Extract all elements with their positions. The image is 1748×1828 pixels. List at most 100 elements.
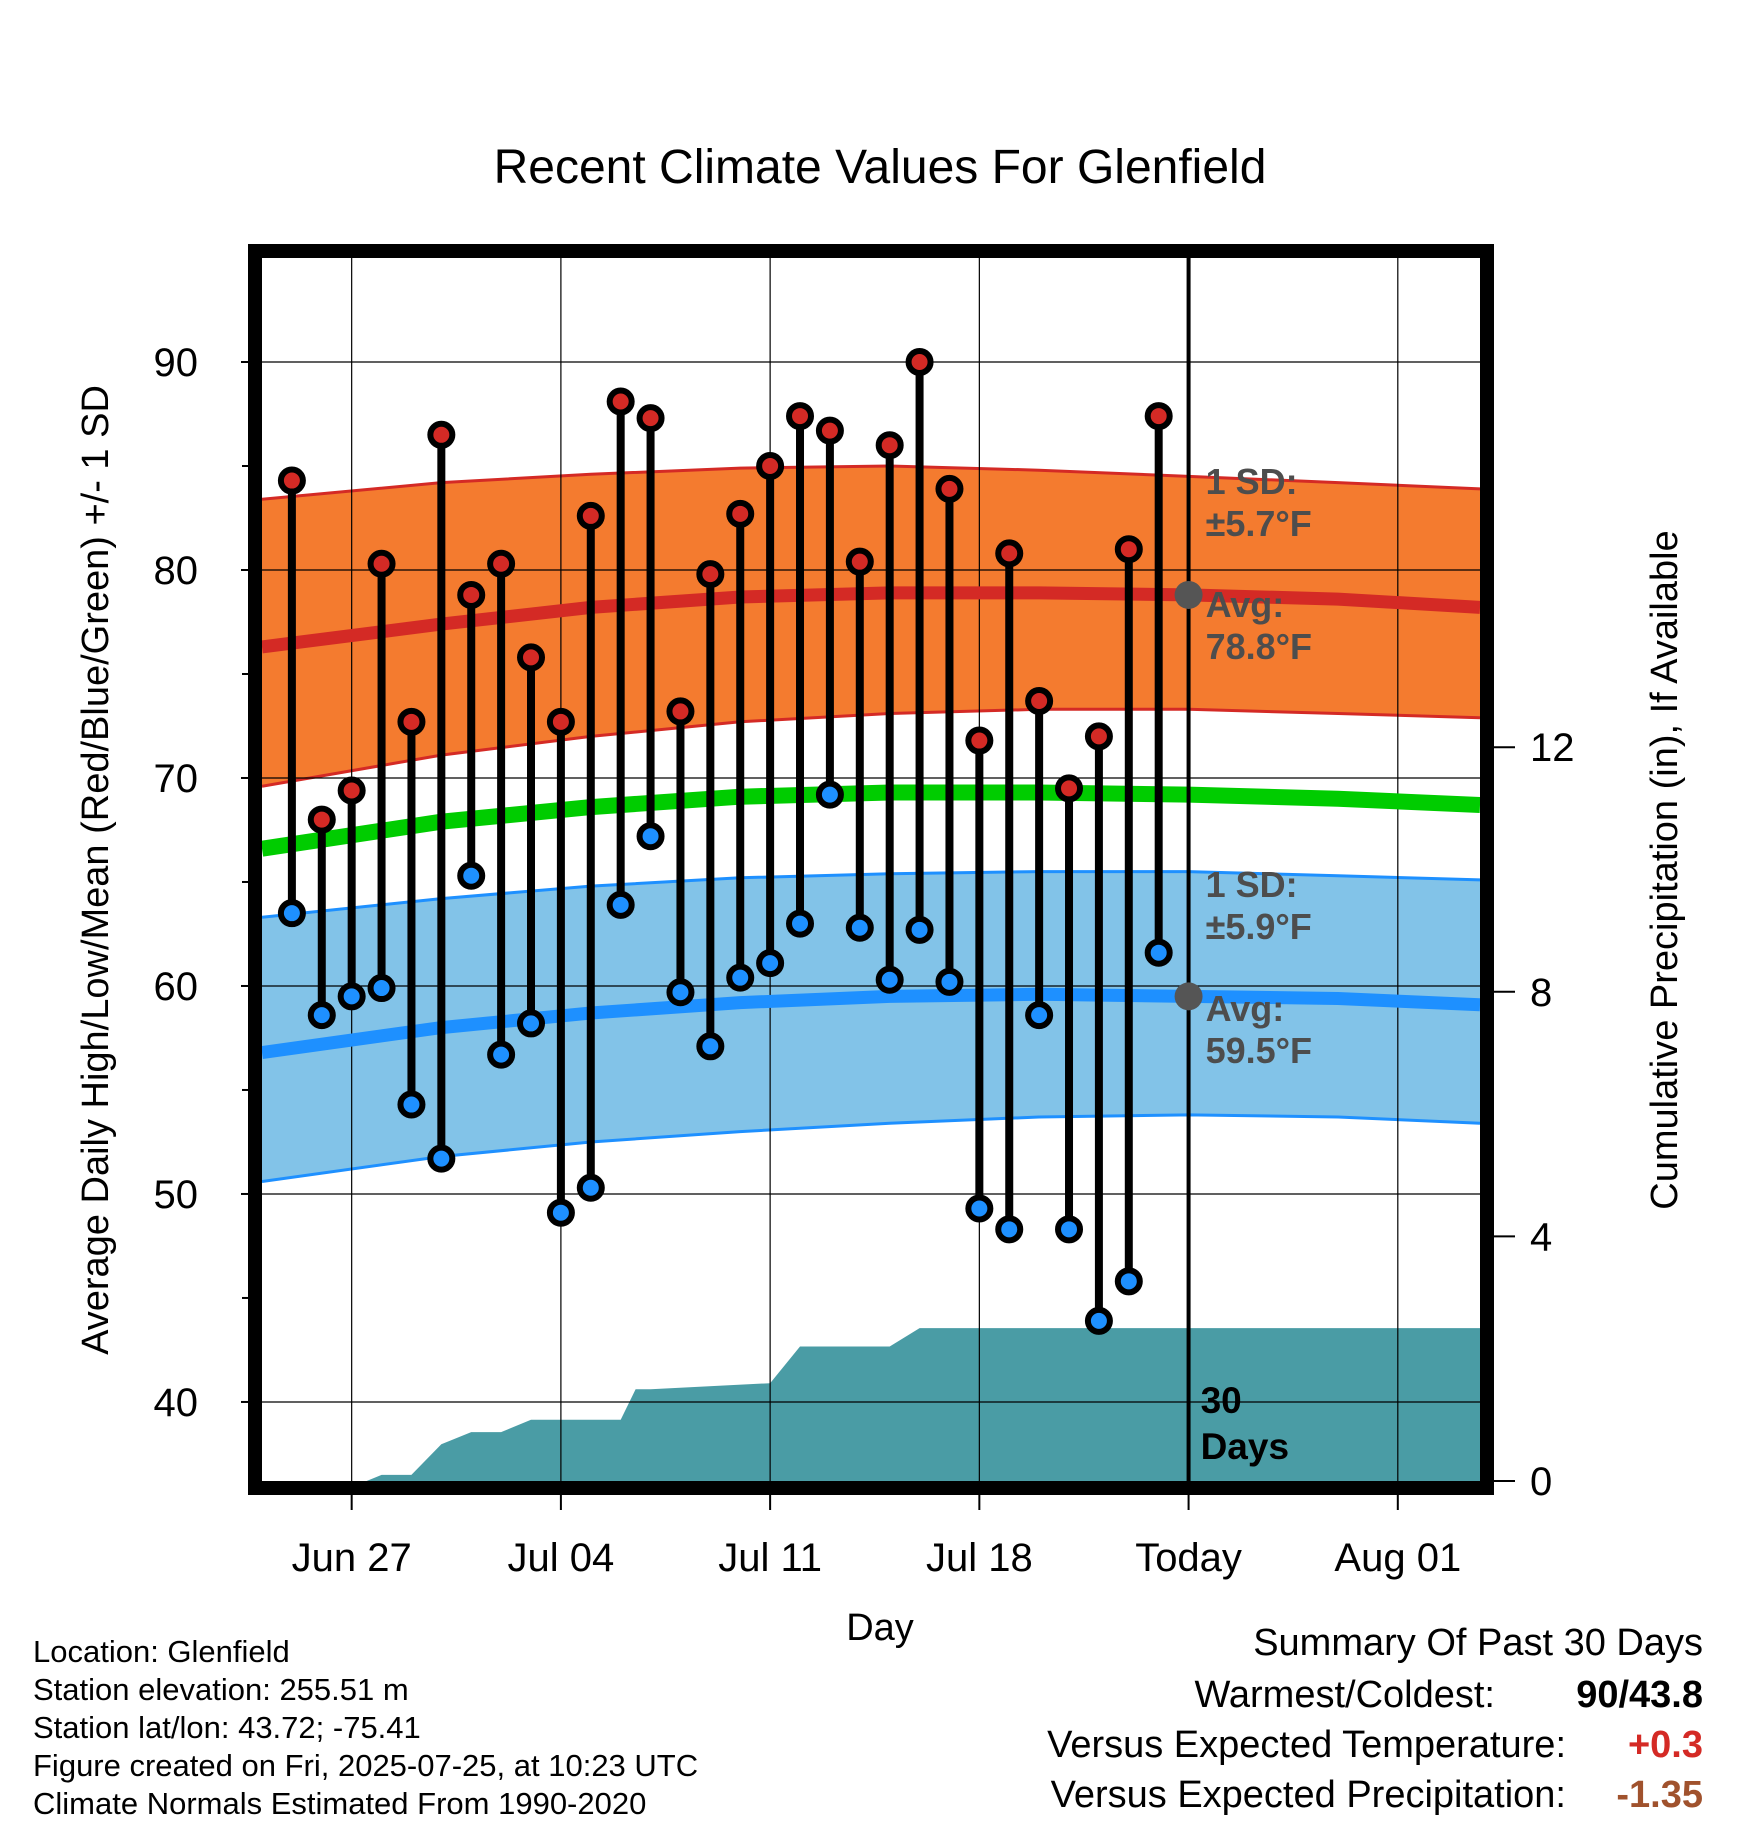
daily-low-point — [636, 822, 665, 851]
daily-high-point — [965, 726, 994, 755]
warm-cold-value: 90/43.8 — [1576, 1674, 1703, 1716]
x-tick-label: Aug 01 — [1334, 1536, 1461, 1580]
daily-high-point — [1144, 402, 1173, 431]
daily-high-point — [367, 549, 396, 578]
daily-low-point — [1055, 1215, 1084, 1244]
daily-high-point — [487, 549, 516, 578]
daily-high-point — [427, 420, 456, 449]
daily-low-point — [756, 949, 785, 978]
daily-low-point — [965, 1194, 994, 1223]
daily-low-point — [517, 1009, 546, 1038]
daily-high-point — [576, 501, 605, 530]
temp-vs-expected-label: Versus Expected Temperature: — [1047, 1724, 1566, 1766]
precip-area — [262, 1328, 1480, 1481]
low-sd-band — [262, 871, 1480, 1182]
x-tick-label: Jul 18 — [926, 1536, 1033, 1580]
plot-frame — [248, 244, 1494, 1495]
precip-vs-expected-value: -1.35 — [1616, 1774, 1703, 1816]
figure-created: Figure created on Fri, 2025-07-25, at 10… — [33, 1748, 699, 1783]
daily-low-point — [845, 913, 874, 942]
low-sd-annotation: 1 SD: — [1206, 864, 1298, 905]
x-axis-label: Day — [846, 1607, 914, 1649]
daily-high-point — [696, 560, 725, 589]
daily-low-point — [546, 1198, 575, 1227]
daily-high-point — [786, 402, 815, 431]
temp-vs-expected-value: +0.3 — [1627, 1724, 1703, 1766]
y-axis-label: Average Daily High/Low/Mean (Red/Blue/Gr… — [75, 385, 117, 1355]
climate-normals: Climate Normals Estimated From 1990-2020 — [33, 1786, 647, 1821]
y-tick-label: 60 — [154, 965, 199, 1009]
high-avg-marker — [1174, 580, 1203, 609]
daily-low-point — [277, 899, 306, 928]
daily-low-point — [1144, 938, 1173, 967]
y2-axis: 0 4 8 12 — [1494, 726, 1575, 1504]
daily-low-point — [1025, 1001, 1054, 1030]
today-label: Days — [1201, 1426, 1289, 1467]
y-tick-label: 80 — [154, 549, 199, 593]
high-sd-band — [262, 466, 1480, 787]
x-tick-label: Jun 27 — [292, 1536, 412, 1580]
daily-low-point — [1114, 1267, 1143, 1296]
y2-tick-label: 8 — [1530, 971, 1552, 1015]
daily-high-point — [397, 707, 426, 736]
daily-high-point — [756, 451, 785, 480]
daily-low-point — [666, 978, 695, 1007]
daily-high-point — [726, 499, 755, 528]
station-latlon: Station lat/lon: 43.72; -75.41 — [33, 1710, 421, 1745]
daily-high-point — [517, 643, 546, 672]
y-tick-label: 90 — [154, 341, 199, 385]
daily-high-point — [1084, 722, 1113, 751]
daily-low-point — [337, 982, 366, 1011]
x-axis: Jun 27 Jul 04 Jul 11 Jul 18 Today Aug 01 — [292, 1494, 1461, 1580]
high-sd-annotation: 1 SD: — [1206, 461, 1298, 502]
daily-low-point — [307, 1001, 336, 1030]
daily-low-point — [487, 1040, 516, 1069]
chart-title: Recent Climate Values For Glenfield — [494, 141, 1267, 194]
low-sd-annotation: ±5.9°F — [1206, 906, 1312, 947]
today-label: 30 — [1201, 1380, 1242, 1421]
avg-low-line — [262, 987, 1480, 1059]
daily-low-point — [397, 1090, 426, 1119]
daily-high-point — [666, 697, 695, 726]
low-sd-band-lower-edge — [262, 1113, 1480, 1183]
y2-tick-label: 12 — [1530, 726, 1575, 770]
y2-tick-label: 0 — [1530, 1460, 1552, 1504]
daily-low-point — [995, 1215, 1024, 1244]
y2-axis-label: Cumulative Precipitation (in), If Availa… — [1644, 530, 1686, 1209]
summary-title: Summary Of Past 30 Days — [1253, 1622, 1703, 1664]
station-elevation: Station elevation: 255.51 m — [33, 1672, 409, 1707]
grid-lines — [262, 258, 1480, 1481]
y-tick-label: 40 — [154, 1381, 199, 1425]
daily-high-point — [935, 474, 964, 503]
station-location: Location: Glenfield — [33, 1634, 290, 1669]
daily-low-point — [576, 1173, 605, 1202]
daily-low-point — [606, 890, 635, 919]
daily-low-point — [875, 965, 904, 994]
daily-high-point — [1055, 774, 1084, 803]
low-avg-marker — [1174, 982, 1203, 1011]
precip-fill — [262, 1328, 1480, 1481]
normal-bands — [262, 464, 1480, 1183]
y-tick-label: 70 — [154, 757, 199, 801]
warm-cold-label: Warmest/Coldest: — [1194, 1674, 1495, 1716]
daily-low-point — [905, 915, 934, 944]
high-sd-annotation: ±5.7°F — [1206, 503, 1312, 544]
x-tick-label: Jul 11 — [718, 1536, 822, 1580]
daily-low-point — [786, 909, 815, 938]
precip-vs-expected-label: Versus Expected Precipitation: — [1050, 1774, 1566, 1816]
daily-high-point — [1114, 535, 1143, 564]
daily-low-point — [457, 861, 486, 890]
y-axis: 40 50 60 70 80 90 — [154, 341, 248, 1425]
daily-high-point — [546, 707, 575, 736]
daily-stems — [277, 347, 1173, 1335]
daily-high-point — [905, 347, 934, 376]
daily-high-point — [1025, 687, 1054, 716]
today-line: 30 Days — [1186, 258, 1289, 1481]
daily-low-point — [427, 1144, 456, 1173]
daily-low-point — [367, 974, 396, 1003]
daily-high-point — [277, 466, 306, 495]
y2-tick-label: 4 — [1530, 1215, 1552, 1259]
daily-high-point — [815, 416, 844, 445]
